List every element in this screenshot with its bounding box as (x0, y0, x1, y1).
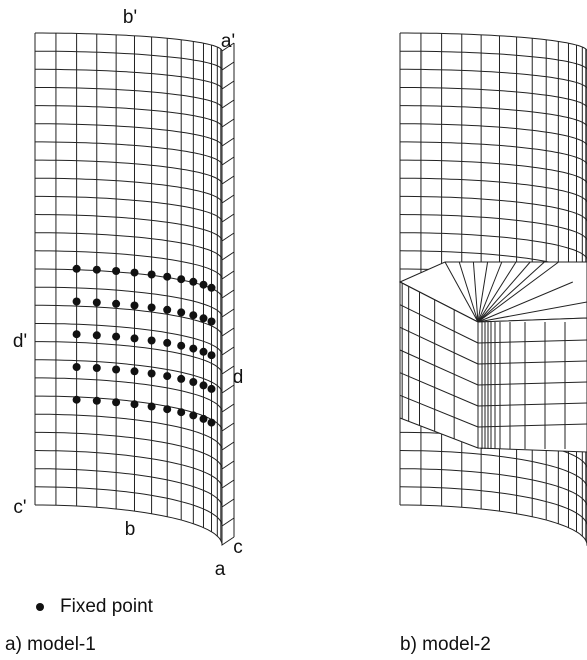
mesh-line (400, 487, 587, 526)
fixed-point (200, 314, 208, 322)
figure: b' a' d' d c' b c a Fixed point a) model… (0, 0, 587, 660)
fixed-point (93, 364, 101, 372)
fixed-point (148, 271, 156, 279)
fixed-point (112, 333, 120, 341)
fixed-point (208, 419, 216, 427)
fixed-point (131, 334, 139, 342)
fixed-point (93, 397, 101, 405)
fixed-point (148, 304, 156, 312)
fixed-point (189, 311, 197, 319)
fixed-point (93, 299, 101, 307)
fixed-point (177, 275, 185, 283)
fixed-point (112, 398, 120, 406)
mesh-line (400, 51, 587, 70)
fixed-point (163, 372, 171, 380)
fixed-point (200, 415, 208, 423)
fixed-point (208, 351, 216, 359)
edge-label: c (233, 537, 243, 558)
fixed-point (148, 370, 156, 378)
edge-label: a (215, 559, 226, 580)
fixed-point (131, 269, 139, 277)
mesh-line (400, 215, 587, 242)
fixed-point (200, 381, 208, 389)
fixed-point (112, 267, 120, 275)
legend-text: Fixed point (60, 596, 154, 617)
fixed-point (208, 385, 216, 393)
fixed-point (177, 342, 185, 350)
fixed-point (208, 284, 216, 292)
caption: a) model-1 (5, 634, 96, 655)
fixed-point (131, 302, 139, 310)
fixed-point (177, 375, 185, 383)
fixed-point (131, 367, 139, 375)
fixed-point (93, 331, 101, 339)
fixed-point (112, 366, 120, 374)
meshes (35, 33, 587, 545)
fixed-point (189, 345, 197, 353)
fixed-point (177, 408, 185, 416)
edge-label: c' (13, 497, 26, 518)
fixed-point (189, 278, 197, 286)
mesh-line (400, 69, 587, 89)
edge-label: d' (13, 331, 27, 352)
mesh-line (400, 142, 587, 165)
legend-dot (36, 603, 44, 611)
caption: b) model-2 (400, 634, 491, 655)
mesh-line (400, 160, 587, 184)
fixed-point (189, 411, 197, 419)
edge-label: a' (221, 31, 235, 52)
fixed-point (148, 337, 156, 345)
fixed-point (93, 266, 101, 274)
fixed-point (208, 318, 216, 326)
mesh-line (400, 33, 587, 51)
edge-label: b' (123, 7, 137, 28)
mesh-line (400, 178, 587, 203)
fixed-point (73, 298, 81, 306)
fixed-point (163, 405, 171, 413)
fixed-point (73, 396, 81, 404)
mesh-line (400, 469, 587, 507)
fixed-point (73, 330, 81, 338)
fixed-point (200, 281, 208, 289)
fixed-point (73, 363, 81, 371)
fixed-point (189, 378, 197, 386)
fixed-point (163, 339, 171, 347)
fixed-point (163, 306, 171, 314)
edge-label: b (125, 519, 136, 540)
mesh-line (400, 88, 587, 109)
mesh-line (400, 233, 587, 260)
fixed-point (163, 273, 171, 281)
fixed-point (200, 348, 208, 356)
fixed-point (73, 265, 81, 273)
fixed-point (112, 300, 120, 308)
edge-label: d (233, 367, 244, 388)
fixed-point (177, 308, 185, 316)
mesh-line (400, 505, 587, 545)
fixed-point (148, 403, 156, 411)
fixed-point (131, 400, 139, 408)
